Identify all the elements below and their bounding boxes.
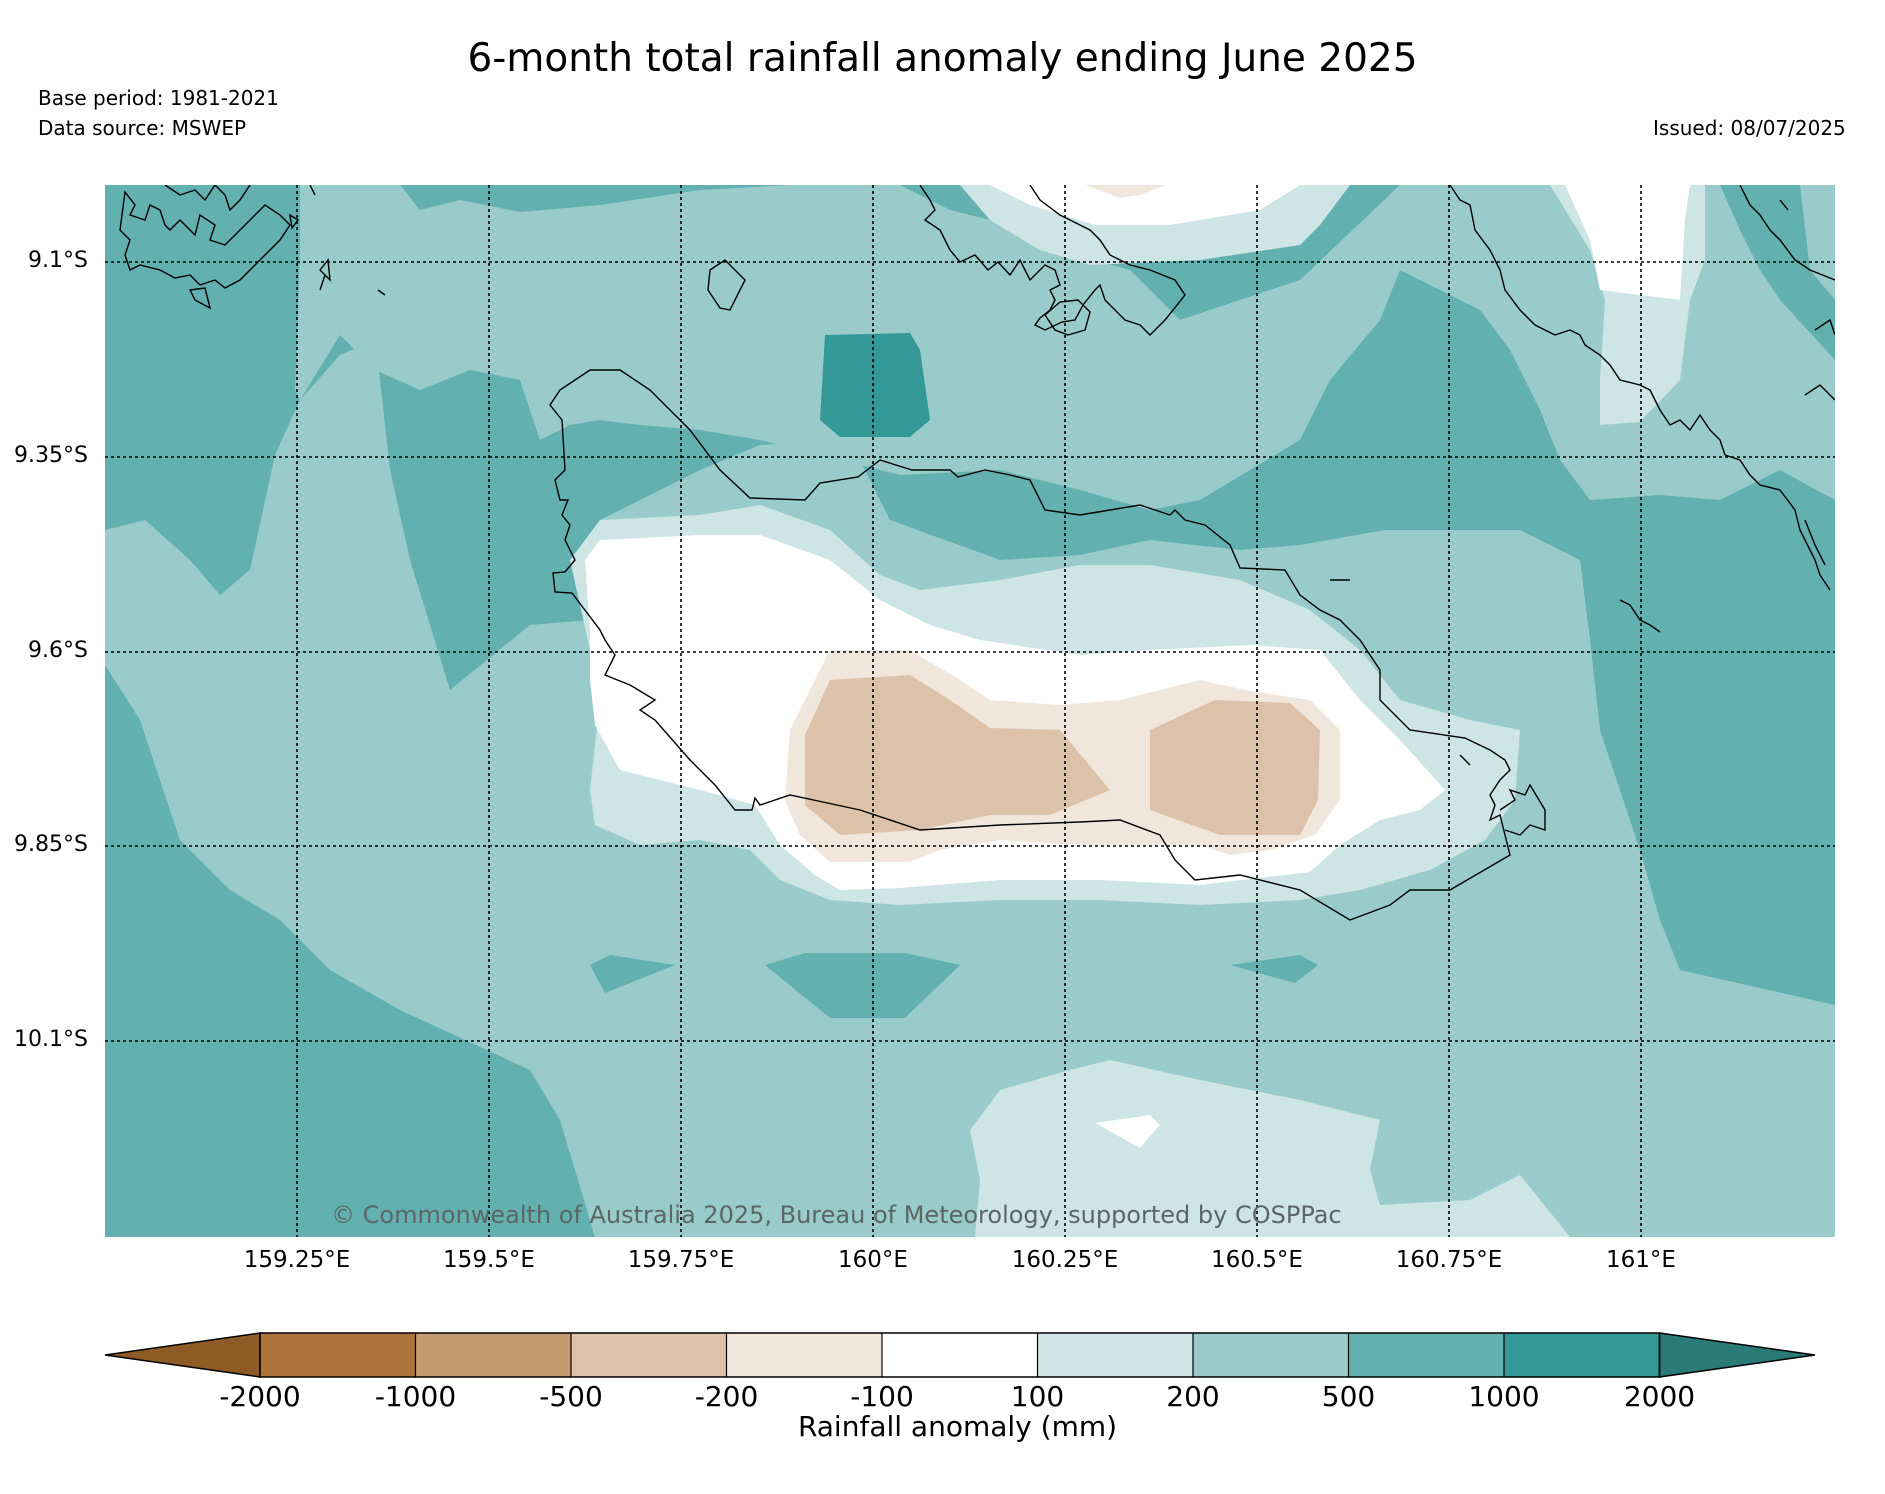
contour-band-neg200-500-west	[805, 675, 1110, 835]
contour-patch-c	[1230, 955, 1318, 983]
colorbar-tick-label: -1000	[374, 1380, 457, 1413]
lon-label-160: 160°E	[838, 1247, 908, 1273]
lat-label-9-1: 9.1°S	[28, 248, 88, 273]
contour-band-near-zero-top-right	[1565, 185, 1690, 300]
coastline-islet-5	[319, 274, 326, 291]
colorbar-tick-label: 500	[1321, 1380, 1376, 1413]
colorbar-bin-9	[1504, 1333, 1660, 1377]
lon-label-159-5: 159.5°E	[443, 1247, 535, 1273]
coastline-northwest-islands	[119, 190, 291, 289]
coastline-northeast-tip	[1779, 199, 1789, 211]
coastlines	[119, 185, 1835, 921]
colorbar-tick-label: -100	[850, 1380, 914, 1413]
copyright-text: © Commonwealth of Australia 2025, Bureau…	[331, 1201, 1342, 1229]
lat-label-9-6: 9.6°S	[28, 638, 88, 663]
coastline-east-islet	[1814, 318, 1835, 336]
contour-patch-b	[765, 953, 960, 1018]
map-title: 6-month total rainfall anomaly ending Ju…	[467, 36, 1418, 81]
colorbar-tick-label: -500	[539, 1380, 603, 1413]
issued-date-text: Issued: 08/07/2025	[1653, 116, 1846, 140]
coastline-guadalcanal	[549, 369, 1511, 921]
base-period-text: Base period: 1981-2021	[38, 86, 279, 110]
lon-label-160-5: 160.5°E	[1211, 1247, 1303, 1273]
contour-band-200-500-right-strip	[1800, 185, 1835, 300]
colorbar-title: Rainfall anomaly (mm)	[797, 1410, 1118, 1443]
contour-band-neg100-200-top	[1085, 185, 1165, 198]
lon-label-160-25: 160.25°E	[1011, 1247, 1119, 1273]
colorbar-tick-label: -2000	[219, 1380, 301, 1413]
coastline-islet-1	[188, 287, 212, 310]
graticule	[105, 185, 1835, 1237]
contour-band-200-500-top-left	[295, 185, 1200, 510]
colorbar-bin-7	[1193, 1333, 1349, 1377]
coastline-florida-islands	[919, 185, 1186, 336]
lon-label-159-75: 159.75°E	[627, 1247, 735, 1273]
colorbar-tick-label: 100	[1010, 1380, 1065, 1413]
coastline-malaita-south	[1804, 519, 1826, 566]
coastline-islet-2	[289, 213, 300, 230]
coastline-islet-9	[1499, 783, 1546, 836]
coastline-northwest-coast	[164, 185, 251, 212]
lon-label-159-25: 159.25°E	[243, 1247, 351, 1273]
lat-label-9-85: 9.85°S	[14, 832, 88, 857]
coastline-island-1	[1044, 299, 1091, 336]
colorbar-bin-2	[415, 1333, 571, 1377]
colorbar	[104, 1332, 1816, 1378]
contour-band-1000-2000	[820, 333, 930, 437]
colorbar-bin-8	[1348, 1333, 1504, 1377]
colorbar-tick-label: 1000	[1468, 1380, 1540, 1413]
lat-label-9-35: 9.35°S	[14, 443, 88, 468]
colorbar-tick-label: 2000	[1623, 1380, 1696, 1413]
lon-label-160-75: 160.75°E	[1395, 1247, 1503, 1273]
coastline-malaita-offshore	[1619, 599, 1661, 633]
colorbar-extend-high	[1658, 1332, 1816, 1378]
coastline-islet-6	[377, 289, 386, 296]
coastline-far-northeast	[1739, 185, 1835, 281]
colorbar-bin-5	[882, 1333, 1038, 1377]
contour-band-neg200-500-east	[1150, 700, 1320, 835]
colorbar-bin-1	[260, 1333, 416, 1377]
lon-label-161: 161°E	[1606, 1247, 1676, 1273]
coastline-islet-8	[1459, 754, 1471, 766]
colorbar-tick-label: 200	[1166, 1380, 1220, 1413]
coastline-islet-4	[309, 185, 316, 196]
data-source-text: Data source: MSWEP	[38, 116, 247, 140]
coastline-northeast-malaita	[1449, 185, 1831, 591]
contour-band-near-zero-bottom	[1095, 1115, 1160, 1148]
colorbar-bin-4	[726, 1333, 882, 1377]
lat-label-10-1: 10.1°S	[14, 1027, 88, 1052]
colorbar-bin-6	[1037, 1333, 1193, 1377]
coastline-east-islet-2	[1804, 384, 1835, 401]
colorbar-bin-3	[571, 1333, 727, 1377]
contour-band-100-200-bottom	[970, 1060, 1570, 1237]
colorbar-extend-low	[104, 1332, 261, 1378]
colorbar-tick-label: -200	[694, 1380, 759, 1413]
anomaly-contours	[105, 185, 1835, 1237]
contour-band-near-zero-top	[990, 185, 1300, 225]
contour-patch-a	[590, 955, 675, 993]
coastline-nggela	[707, 259, 746, 311]
